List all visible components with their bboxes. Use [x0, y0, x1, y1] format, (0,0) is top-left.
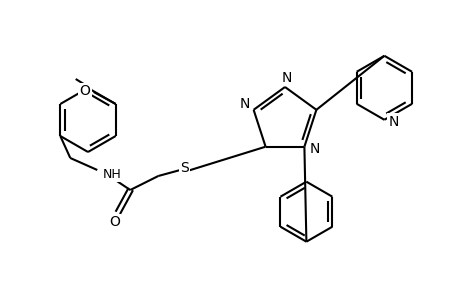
- Text: N: N: [281, 71, 291, 85]
- Text: NH: NH: [102, 167, 121, 181]
- Text: N: N: [308, 142, 319, 156]
- Text: O: O: [79, 84, 90, 98]
- Text: N: N: [239, 97, 249, 111]
- Text: N: N: [387, 115, 397, 129]
- Text: O: O: [109, 215, 119, 229]
- Text: S: S: [179, 161, 188, 175]
